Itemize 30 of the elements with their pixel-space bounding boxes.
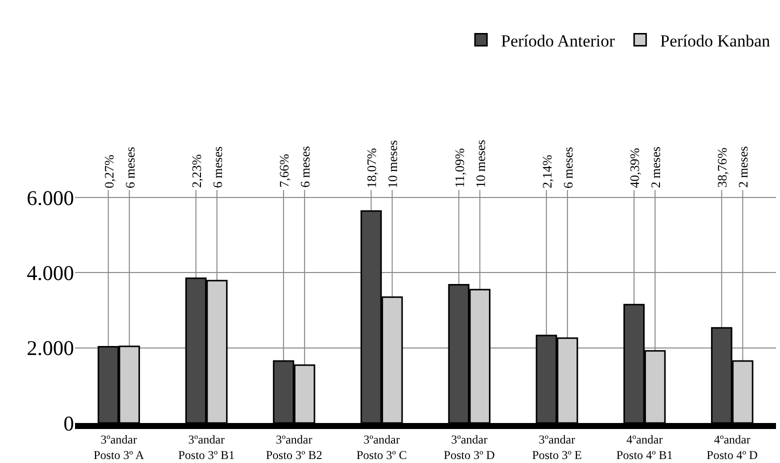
y-tick-label: 2.000	[26, 336, 74, 360]
annotation: 2 meses	[736, 146, 751, 188]
legend-label: Período Kanban	[660, 31, 771, 50]
x-tick-label: 3ºandar Posto 3º C	[356, 432, 407, 462]
annotation: 6 meses	[122, 146, 138, 188]
annotation: 6 meses	[210, 146, 225, 188]
y-tick-label: 6.000	[26, 186, 74, 210]
annotation: 18,07%	[364, 148, 380, 188]
x-tick-label: 3ºandar Posto 3º B2	[266, 432, 322, 462]
annotation: 11,09%	[452, 148, 467, 188]
annotation: 7,66%	[276, 154, 292, 188]
annotation: 2 meses	[648, 146, 664, 188]
x-tick-label: 3ºandar Posto 3º D	[444, 432, 496, 462]
annotation: 10 meses	[385, 140, 400, 188]
x-tick-label: 4ºandar Posto 4º D	[706, 432, 758, 462]
y-tick-label: 4.000	[26, 261, 74, 286]
annotation: 6 meses	[298, 146, 313, 188]
annotation: 2,23%	[188, 154, 204, 188]
annotation: 40,39%	[627, 148, 642, 188]
annotation: 2,14%	[539, 154, 554, 188]
x-tick-label: 3ºandar Posto 3º E	[532, 432, 582, 462]
x-tick-label: 3ºandar Posto 3º B1	[178, 432, 235, 462]
annotation: 10 meses	[472, 140, 488, 188]
annotation: 38,76%	[714, 147, 730, 188]
legend-label: Período Anterior	[501, 31, 616, 50]
annotation: 6 meses	[560, 146, 576, 188]
y-tick-label: 0	[64, 411, 74, 436]
annotation: 0,27%	[101, 154, 116, 188]
x-tick-label: 3ºandar Posto 3º A	[94, 432, 144, 462]
x-tick-label: 4ºandar Posto 4º B1	[616, 432, 673, 462]
